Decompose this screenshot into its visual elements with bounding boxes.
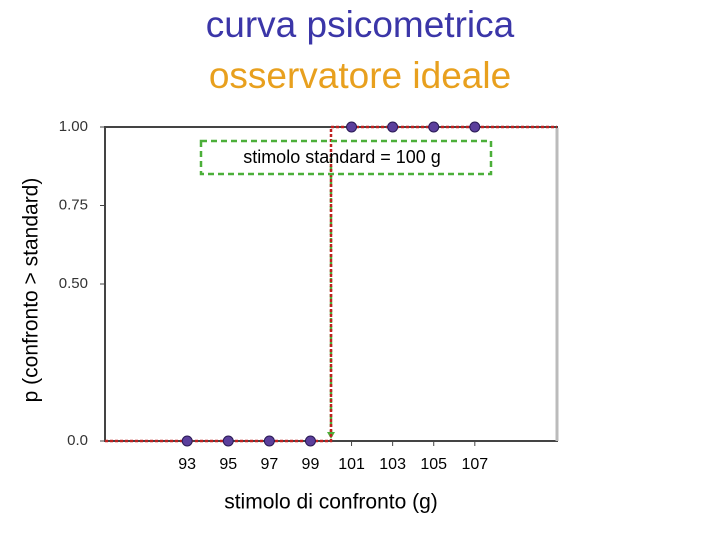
x-tick-label: 101 bbox=[338, 456, 365, 473]
x-tick-label: 107 bbox=[461, 456, 488, 473]
y-axis-label: p (confronto > standard) bbox=[20, 178, 43, 403]
data-point bbox=[428, 121, 440, 133]
x-tick-label: 97 bbox=[260, 456, 278, 473]
data-point bbox=[304, 435, 316, 447]
annotation-box bbox=[199, 139, 493, 176]
y-tick-label: 0.50 bbox=[59, 275, 88, 292]
data-point bbox=[346, 121, 358, 133]
subtitle: osservatore ideale bbox=[209, 55, 511, 96]
y-tick-label: 0.75 bbox=[59, 196, 88, 213]
x-tick-label: 105 bbox=[420, 456, 447, 473]
x-axis-label: stimolo di confronto (g) bbox=[224, 491, 438, 514]
data-point bbox=[263, 435, 275, 447]
data-point bbox=[469, 121, 481, 133]
y-tick-label: 0.0 bbox=[67, 432, 88, 449]
data-point bbox=[222, 435, 234, 447]
data-point bbox=[387, 121, 399, 133]
title: curva psicometrica bbox=[206, 4, 515, 45]
x-tick-label: 103 bbox=[379, 456, 406, 473]
y-tick-label: 1.00 bbox=[59, 118, 88, 135]
annotation: stimolo standard = 100 g bbox=[243, 147, 441, 167]
step-line bbox=[105, 125, 557, 443]
x-tick-label: 99 bbox=[302, 456, 320, 473]
data-point bbox=[181, 435, 193, 447]
x-tick-label: 95 bbox=[219, 456, 237, 473]
x-tick-label: 93 bbox=[178, 456, 196, 473]
